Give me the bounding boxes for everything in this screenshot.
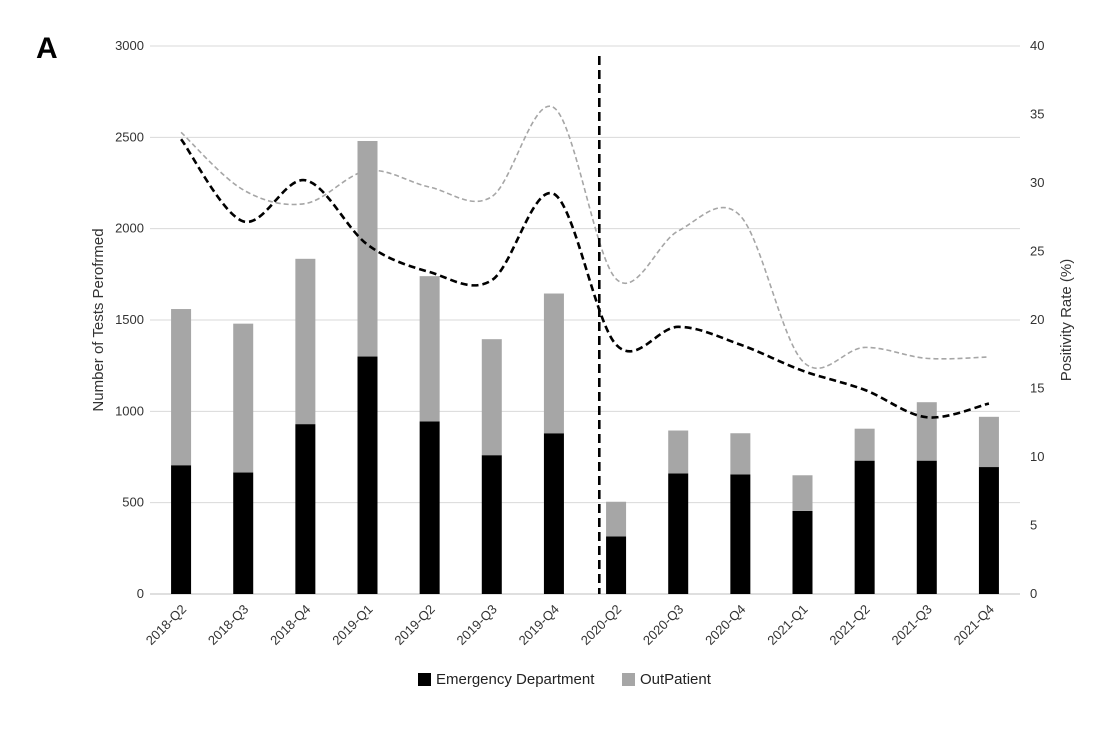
bar-emergency	[978, 467, 999, 594]
legend-label-emergency: Emergency Department	[436, 671, 595, 688]
y-tick-label: 2500	[115, 129, 144, 144]
x-tick-label: 2020-Q3	[640, 602, 686, 648]
bar-outpatient	[668, 430, 689, 474]
y-tick-label: 1000	[115, 403, 144, 418]
x-tick-label: 2021-Q3	[889, 602, 935, 648]
bar-outpatient	[916, 402, 937, 461]
bar-outpatient	[233, 323, 254, 473]
bar-emergency	[481, 455, 502, 594]
y-tick-label: 0	[137, 586, 144, 601]
x-tick-label: 2021-Q4	[951, 602, 997, 648]
x-tick-label: 2019-Q2	[391, 602, 437, 648]
bar-emergency	[854, 460, 875, 594]
x-tick-label: 2018-Q4	[267, 602, 313, 648]
bar-emergency	[543, 433, 564, 594]
y-tick-label: 1500	[115, 312, 144, 327]
panel-label: A	[36, 32, 58, 65]
legend-swatch-outpatient	[622, 673, 635, 686]
bar-emergency	[171, 465, 192, 594]
y-tick-label: 3000	[115, 38, 144, 53]
bars	[171, 140, 999, 594]
legend-swatch-emergency	[418, 673, 431, 686]
positivity-lines	[180, 105, 990, 419]
bar-emergency	[792, 510, 813, 594]
bar-emergency	[916, 460, 937, 594]
bar-outpatient	[295, 258, 316, 425]
bar-outpatient	[481, 339, 502, 456]
bar-emergency	[668, 473, 689, 594]
bar-outpatient	[543, 293, 564, 434]
gridlines	[150, 45, 1020, 595]
y2-tick-label: 5	[1030, 518, 1037, 533]
legend-label-outpatient: OutPatient	[640, 671, 712, 688]
y2-tick-label: 40	[1030, 38, 1044, 53]
left-axis-ticks: 0 500 1000 1500 2000 2500 3000	[115, 38, 144, 601]
y-tick-label: 500	[122, 495, 144, 510]
x-tick-label: 2019-Q1	[329, 602, 375, 648]
bar-emergency	[233, 472, 254, 594]
x-axis-ticks: 2018-Q2 2018-Q3 2018-Q4 2019-Q1 2019-Q2 2019-…	[143, 602, 997, 648]
bar-outpatient	[357, 140, 378, 357]
bar-outpatient	[978, 416, 999, 468]
x-tick-label: 2020-Q2	[578, 602, 624, 648]
x-tick-label: 2021-Q1	[764, 602, 810, 648]
bar-emergency	[419, 421, 440, 594]
bar-outpatient	[854, 428, 875, 461]
bar-emergency	[730, 474, 751, 594]
x-tick-label: 2020-Q4	[702, 602, 748, 648]
y2-tick-label: 30	[1030, 175, 1044, 190]
positivity-line-emergency	[180, 138, 990, 419]
legend: Emergency Department OutPatient	[418, 671, 712, 688]
y2-tick-label: 35	[1030, 107, 1044, 122]
y-axis-title: Number of Tests Perofrmed	[90, 228, 107, 411]
bar-emergency	[357, 356, 378, 594]
bar-emergency	[606, 536, 627, 594]
y2-axis-title: Positivity Rate (%)	[1058, 259, 1075, 382]
y2-tick-label: 15	[1030, 381, 1044, 396]
x-tick-label: 2021-Q2	[826, 602, 872, 648]
bar-outpatient	[419, 276, 440, 422]
x-tick-label: 2018-Q2	[143, 602, 189, 648]
x-tick-label: 2018-Q3	[205, 602, 251, 648]
y2-tick-label: 20	[1030, 312, 1044, 327]
y2-tick-label: 10	[1030, 449, 1044, 464]
y2-tick-label: 25	[1030, 244, 1044, 259]
x-tick-label: 2019-Q3	[454, 602, 500, 648]
x-tick-label: 2019-Q4	[516, 602, 562, 648]
positivity-line-outpatient	[180, 105, 989, 369]
bar-outpatient	[171, 309, 192, 466]
y2-tick-label: 0	[1030, 586, 1037, 601]
y-tick-label: 2000	[115, 221, 144, 236]
bar-emergency	[295, 424, 316, 594]
bar-outpatient	[792, 475, 813, 511]
bar-outpatient	[606, 501, 627, 537]
bar-outpatient	[730, 433, 751, 475]
right-axis-ticks: 0 5 10 15 20 25 30 35 40	[1030, 38, 1044, 601]
